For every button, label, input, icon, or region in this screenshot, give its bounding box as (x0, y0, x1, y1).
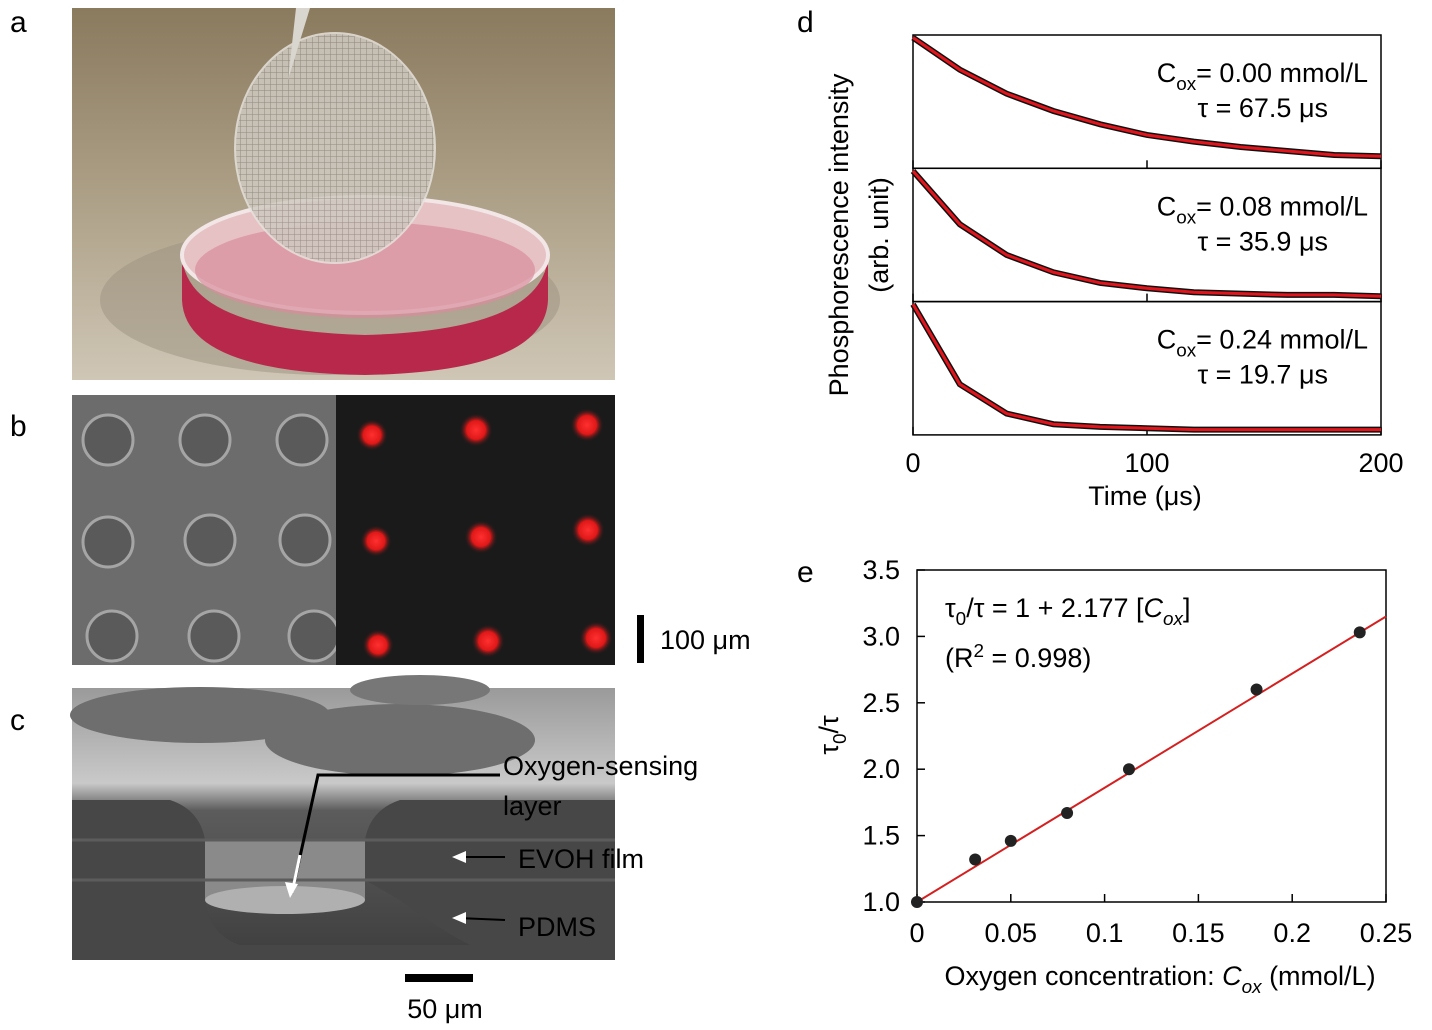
y-tick-label: 2.0 (862, 754, 900, 784)
data-point (1354, 626, 1366, 638)
photo-a (72, 8, 615, 380)
text-part: 2 (974, 641, 985, 662)
annotation: τ = 35.9 μs (1197, 226, 1328, 256)
x-tick-label: 0.2 (1273, 918, 1311, 948)
text-part: τ = 35.9 μs (1197, 226, 1328, 256)
annotation: τ = 19.7 μs (1197, 360, 1328, 390)
data-point (1005, 835, 1017, 847)
text-part: τ = 19.7 μs (1197, 360, 1328, 390)
text-part: C (1157, 191, 1177, 221)
data-point (969, 854, 981, 866)
photo-b (72, 395, 644, 665)
x-tick-label: 0.05 (985, 918, 1038, 948)
annotation: Cox= 0.24 mmol/L (1157, 325, 1368, 362)
text-part: = 0.08 mmol/L (1196, 191, 1368, 221)
y-tick-label: 3.5 (862, 555, 900, 585)
figure: a b c d e 100 μm Oxygen-sensing layer EV… (0, 0, 1432, 1025)
text-part: ox (1242, 977, 1263, 998)
callout: Oxygen-sensing (503, 751, 698, 781)
annotation: τ = 67.5 μs (1197, 93, 1328, 123)
text-part: τ (945, 593, 956, 623)
annotation: (R2 = 0.998) (945, 641, 1091, 673)
text-part: /τ (814, 715, 844, 734)
callout: EVOH film (518, 844, 644, 874)
x-axis-label: Oxygen concentration: Cox (mmol/L) (944, 961, 1375, 998)
x-tick-label: 100 (1124, 448, 1169, 478)
text-part: 0 (956, 609, 967, 630)
y-axis-label: (arb. unit) (864, 177, 894, 293)
text-part: = 0.24 mmol/L (1196, 325, 1368, 355)
y-axis-label: τ0/τ (814, 715, 851, 755)
y-axis-label: Phosphorescence intensity (824, 73, 854, 396)
annotation: Cox= 0.08 mmol/L (1157, 191, 1368, 228)
data-point (1251, 684, 1263, 696)
data-point (1123, 763, 1135, 775)
annotation: Cox= 0.00 mmol/L (1157, 58, 1368, 95)
data-point (911, 896, 923, 908)
data-point (1061, 807, 1073, 819)
panel-label: b (10, 410, 27, 443)
text-part: τ = 67.5 μs (1197, 93, 1328, 123)
callout: layer (503, 791, 562, 821)
text-part: ox (1163, 609, 1184, 630)
scale-bar-label: 100 μm (660, 625, 751, 655)
text-part: = 0.00 mmol/L (1196, 58, 1368, 88)
text-part: /τ = 1 + 2.177 [ (966, 593, 1144, 623)
text-part: C (1157, 58, 1177, 88)
panel-label: e (797, 556, 814, 589)
text-part: τ (814, 744, 844, 755)
text-part: (mmol/L) (1262, 961, 1376, 991)
text-part: ox (1176, 74, 1197, 95)
panel-label: c (10, 704, 25, 737)
x-tick-label: 0.25 (1360, 918, 1413, 948)
text-part: C (1157, 325, 1177, 355)
x-tick-label: 0 (909, 918, 924, 948)
y-tick-label: 3.0 (862, 621, 900, 651)
text-part: C (1143, 593, 1163, 623)
scale-bar-label: 50 μm (407, 994, 483, 1024)
x-axis-label: Time (μs) (1088, 481, 1202, 511)
panel-label: a (10, 6, 27, 39)
x-tick-label: 0.15 (1172, 918, 1225, 948)
y-tick-label: 1.5 (862, 821, 900, 851)
text-part: C (1222, 961, 1242, 991)
text-part: Oxygen concentration: (944, 961, 1222, 991)
y-tick-label: 2.5 (862, 688, 900, 718)
text-part: (R (945, 643, 974, 673)
x-tick-label: 0 (905, 448, 920, 478)
callout: PDMS (518, 912, 596, 942)
y-tick-label: 1.0 (862, 887, 900, 917)
panel-label: d (797, 6, 814, 39)
equation: τ0/τ = 1 + 2.177 [Cox] (945, 593, 1190, 630)
x-tick-label: 200 (1358, 448, 1403, 478)
text-part: ox (1176, 341, 1197, 362)
x-tick-label: 0.1 (1086, 918, 1124, 948)
text-part: = 0.998) (984, 643, 1091, 673)
text-part: 0 (830, 733, 851, 744)
text-part: ox (1176, 207, 1197, 228)
text-part: ] (1183, 593, 1191, 623)
